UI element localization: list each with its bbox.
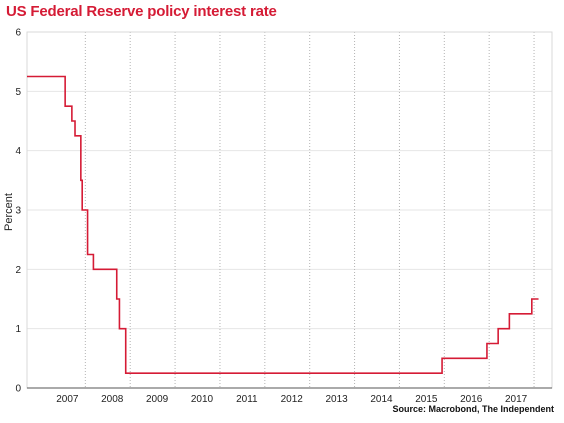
x-tick-label: 2009 xyxy=(146,394,169,405)
x-tick-label: 2012 xyxy=(281,394,304,405)
chart-source: Source: Macrobond, The Independent xyxy=(392,404,554,414)
x-tick-label: 2016 xyxy=(460,394,483,405)
y-tick-label: 0 xyxy=(15,384,21,395)
axes xyxy=(26,31,553,389)
series-group xyxy=(27,75,539,374)
x-tick-label: 2007 xyxy=(56,394,79,405)
y-tick-label: 3 xyxy=(15,206,21,217)
x-tick-labels: 2007 2008 2009 2010 2011 2012 2013 2014 2015 2016… xyxy=(56,394,527,405)
y-tick-label: 5 xyxy=(15,87,21,98)
x-tick-label: 2017 xyxy=(505,394,528,405)
x-tick-label: 2010 xyxy=(191,394,214,405)
chart-title: US Federal Reserve policy interest rate xyxy=(6,3,277,20)
y-axis-label: Percent xyxy=(3,193,15,231)
x-tick-label: 2013 xyxy=(325,394,348,405)
y-tick-label: 1 xyxy=(15,324,21,335)
rate-series-line xyxy=(27,75,539,374)
y-tick-label: 2 xyxy=(15,265,21,276)
grid-lines xyxy=(27,31,552,388)
y-tick-label: 6 xyxy=(15,28,21,39)
y-tick-labels: 0 1 2 3 4 5 6 xyxy=(15,28,21,395)
x-tick-label: 2008 xyxy=(101,394,124,405)
x-tick-label: 2014 xyxy=(370,394,393,405)
y-tick-label: 4 xyxy=(15,146,21,157)
x-tick-label: 2015 xyxy=(415,394,438,405)
x-tick-label: 2011 xyxy=(236,394,258,405)
